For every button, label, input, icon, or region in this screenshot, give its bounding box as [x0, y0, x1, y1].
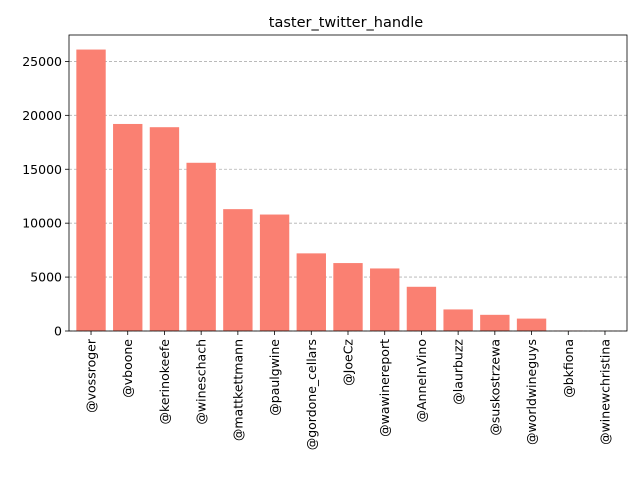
bar — [516, 318, 547, 331]
x-ticks: @vossroger @vboone @kerinokeefe @wineschach… — [84, 331, 612, 450]
x-tick-label: @worldwineguys — [524, 339, 539, 445]
chart-title: taster_twitter_handle — [269, 15, 424, 31]
bar — [333, 263, 363, 331]
x-tick-label: @mattkettmann — [230, 339, 245, 441]
x-tick-label: @paulgwine — [267, 339, 282, 416]
bar — [480, 314, 510, 331]
y-tick-label: 25000 — [22, 54, 62, 69]
bars — [76, 49, 620, 332]
y-ticks: 0 5000 10000 15000 20000 25000 — [22, 54, 69, 339]
bar — [370, 268, 400, 331]
x-tick-label: @bkfiona — [561, 339, 576, 398]
bar — [443, 309, 473, 331]
bar — [296, 253, 326, 331]
x-tick-label: @suskostrzewa — [487, 339, 502, 436]
bar — [113, 123, 143, 331]
x-tick-label: @wawinereport — [377, 339, 392, 437]
x-tick-label: @laurbuzz — [451, 339, 466, 405]
bar — [223, 209, 253, 331]
x-tick-label: @kerinokeefe — [157, 339, 172, 425]
bar — [186, 162, 216, 331]
x-tick-label: @AnneInVino — [414, 339, 429, 423]
y-tick-label: 0 — [54, 324, 62, 339]
bar — [149, 127, 180, 332]
bar — [259, 214, 290, 331]
x-tick-label: @wineschach — [194, 339, 209, 425]
y-tick-label: 10000 — [22, 216, 62, 231]
bar — [76, 49, 106, 332]
y-tick-label: 15000 — [22, 162, 62, 177]
bar — [406, 286, 437, 331]
x-tick-label: @winewchristina — [597, 339, 612, 445]
x-tick-label: @gordone_cellars — [304, 339, 319, 450]
y-tick-label: 5000 — [30, 270, 62, 285]
y-tick-label: 20000 — [22, 108, 62, 123]
x-tick-label: @vossroger — [84, 338, 99, 413]
x-tick-label: @vboone — [120, 339, 135, 398]
x-tick-label: @JoeCz — [341, 339, 356, 386]
